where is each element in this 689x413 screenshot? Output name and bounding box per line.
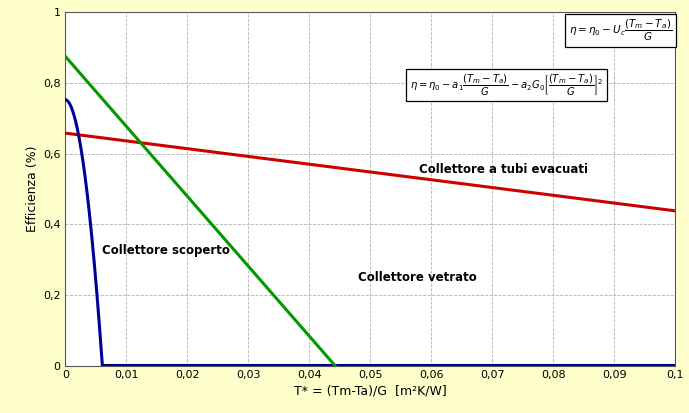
Text: Collettore scoperto: Collettore scoperto <box>102 244 230 257</box>
Text: $\eta = \eta_0 - U_c \dfrac{(T_m - T_a)}{G}$: $\eta = \eta_0 - U_c \dfrac{(T_m - T_a)}… <box>569 18 672 43</box>
X-axis label: T* = (Tm-Ta)/G  [m²K/W]: T* = (Tm-Ta)/G [m²K/W] <box>294 385 446 398</box>
Text: $\eta = \eta_0 - a_1 \dfrac{(T_m - T_a)}{G} - a_2 G_0 \left[\dfrac{(T_m - T_a)}{: $\eta = \eta_0 - a_1 \dfrac{(T_m - T_a)}… <box>410 72 604 97</box>
Text: Collettore a tubi evacuati: Collettore a tubi evacuati <box>419 163 588 176</box>
Y-axis label: Efficienza (%): Efficienza (%) <box>25 146 39 232</box>
Text: Collettore vetrato: Collettore vetrato <box>358 271 477 284</box>
